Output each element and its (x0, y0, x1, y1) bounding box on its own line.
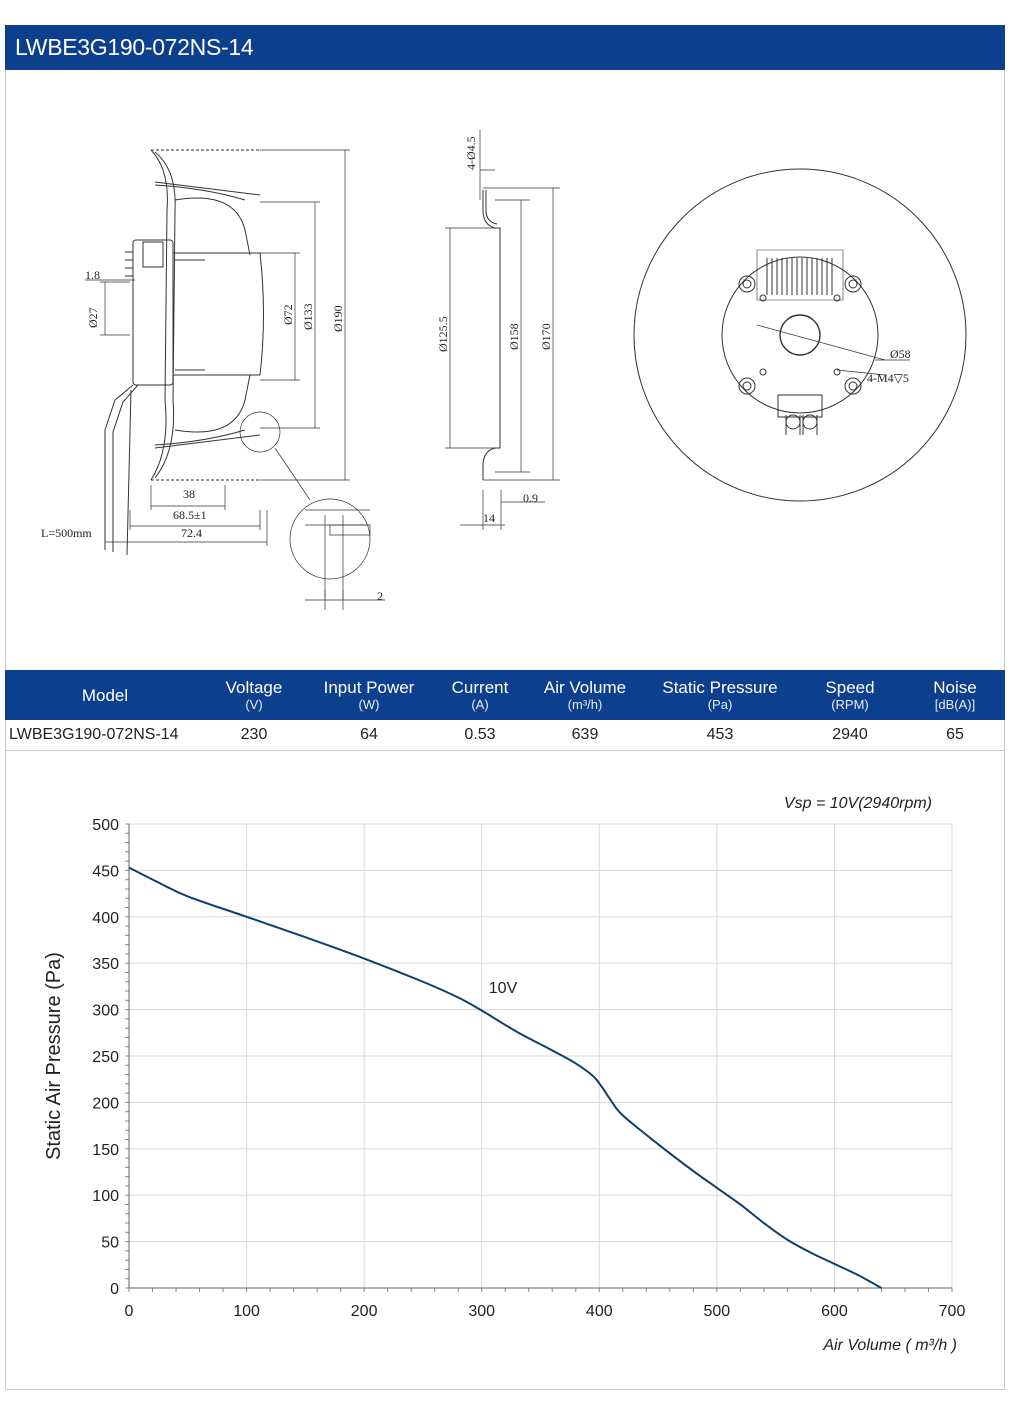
y-tick-label: 250 (92, 1049, 119, 1066)
dim-1-8: 1.8 (85, 268, 100, 282)
col-voltage: Voltage (V) (225, 677, 283, 712)
x-tick-label: 200 (351, 1303, 378, 1320)
x-tick-label: 0 (125, 1303, 134, 1320)
dim-68-5: 68.5±1 (173, 508, 207, 522)
dim-158: Ø158 (507, 323, 521, 350)
col-speed: Speed (RPM) (825, 677, 875, 712)
dim-58: Ø58 (890, 347, 911, 361)
cell-noise: 65 (905, 720, 1005, 751)
y-tick-label: 350 (92, 956, 119, 973)
cell-static-pressure: 453 (645, 720, 795, 751)
title-bar: LWBE3G190-072NS-14 (5, 25, 1005, 70)
y-tick-label: 150 (92, 1142, 119, 1159)
cell-current: 0.53 (435, 720, 525, 751)
y-axis-label: Static Air Pressure (Pa) (43, 952, 65, 1160)
dim-2: 2 (377, 589, 383, 603)
cell-input-power: 64 (303, 720, 435, 751)
page-title: LWBE3G190-072NS-14 (15, 34, 254, 60)
col-noise: Noise [dB(A)] (933, 677, 977, 712)
x-tick-label: 300 (468, 1303, 495, 1320)
dim-72-4: 72.4 (181, 526, 202, 540)
col-current: Current (A) (451, 677, 509, 712)
y-tick-label: 500 (92, 817, 119, 834)
spec-table-header: Model Voltage (V) Input Power (W) Current(… (5, 670, 1005, 720)
performance-chart-svg: 0 100 200 300 400 500 600 700 0 50 100 150 200 250 300… (43, 795, 966, 1354)
table-row: LWBE3G190-072NS-14 230 64 0.53 639 453 2… (5, 720, 1005, 751)
dim-170: Ø170 (539, 323, 553, 350)
dim-thread: 4-M4▽5 (867, 371, 909, 385)
section-view-drawing (445, 130, 560, 530)
dim-72: Ø72 (281, 304, 295, 325)
y-tick-label: 200 (92, 1095, 119, 1112)
y-tick-label: 100 (92, 1188, 119, 1205)
col-model: Model (81, 685, 129, 705)
dim-38: 38 (183, 487, 195, 501)
x-tick-label: 700 (939, 1303, 966, 1320)
col-air-volume: Air Volume (m³/h) (543, 677, 627, 712)
performance-chart: 0 100 200 300 400 500 600 700 0 50 100 150 200 250 300… (5, 760, 1005, 1380)
y-tick-label: 50 (101, 1235, 119, 1252)
chart-title: Vsp = 10V(2940rpm) (784, 795, 932, 812)
cable-length: L=500mm (41, 526, 92, 540)
col-static-pressure: Static Pressure (Pa) (662, 677, 778, 712)
spec-table: Model Voltage (V) Input Power (W) Current(… (5, 670, 1005, 751)
x-tick-label: 500 (704, 1303, 731, 1320)
dim-27: Ø27 (86, 307, 100, 328)
side-view-drawing (85, 149, 385, 610)
y-tick-label: 0 (110, 1281, 119, 1298)
dim-14: 14 (483, 511, 495, 525)
cell-voltage: 230 (205, 720, 303, 751)
x-tick-label: 600 (821, 1303, 848, 1320)
dim-holes: 4-Ø4.5 (464, 136, 478, 170)
front-view-drawing (633, 168, 967, 502)
y-tick-label: 300 (92, 1003, 119, 1020)
x-axis-label: Air Volume ( m³/h ) (822, 1337, 957, 1354)
x-tick-label: 400 (586, 1303, 613, 1320)
technical-drawings: 1.8 Ø27 Ø72 Ø133 Ø190 38 68.5±1 72.4 L=5… (5, 70, 1005, 668)
x-tick-label: 100 (233, 1303, 260, 1320)
dim-0-9: 0.9 (523, 491, 538, 505)
y-tick-label: 450 (92, 863, 119, 880)
cell-speed: 2940 (795, 720, 905, 751)
cell-model: LWBE3G190-072NS-14 (5, 720, 205, 751)
series-label: 10V (489, 980, 518, 997)
dim-190: Ø190 (331, 305, 345, 332)
dim-133: Ø133 (301, 303, 315, 330)
col-input-power: Input Power (W) (323, 677, 415, 712)
dim-125-5: Ø125.5 (436, 316, 450, 352)
cell-air-volume: 639 (525, 720, 645, 751)
y-tick-label: 400 (92, 910, 119, 927)
series-line-10v (128, 866, 882, 1289)
